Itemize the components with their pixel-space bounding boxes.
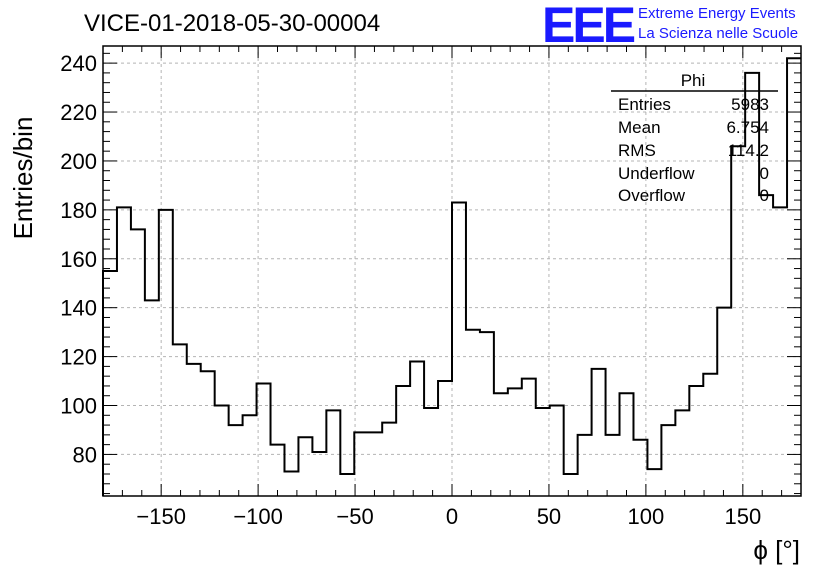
eee-logo: EEE Extreme Energy Events La Scienza nel… [542, 0, 832, 53]
y-tick-label: 140 [60, 296, 97, 321]
stats-label-rms: RMS [618, 141, 656, 160]
y-tick-label: 100 [60, 394, 97, 419]
stats-label-mean: Mean [618, 118, 661, 137]
stats-value-underflow: 0 [760, 164, 769, 183]
logo-text-line2: La Scienza nelle Scuole [638, 25, 799, 42]
stats-value-rms: 114.2 [728, 141, 769, 160]
x-tick-label: 100 [628, 504, 665, 529]
eee-logo-mark: EEE [542, 0, 636, 53]
stats-value-mean: 6.754 [726, 118, 769, 137]
stats-label-entries: Entries [618, 95, 671, 114]
y-tick-label: 80 [73, 442, 97, 467]
x-tick-label: −50 [336, 504, 373, 529]
x-tick-label: 0 [446, 504, 458, 529]
chart-title: VICE-01-2018-05-30-00004 [84, 10, 381, 37]
x-tick-label: −150 [136, 504, 186, 529]
y-tick-label: 200 [60, 149, 97, 174]
axis-ticks [102, 46, 802, 496]
histogram-series [102, 57, 801, 496]
x-tick-labels: −150 −100 −50 0 50 100 150 [136, 504, 761, 529]
stats-value-overflow: 0 [760, 186, 769, 205]
stats-box: Phi Entries 5983 Mean 6.754 RMS 114.2 Un… [611, 71, 778, 205]
y-tick-labels: 80 100 120 140 160 180 200 220 240 [60, 51, 97, 467]
stats-box-name: Phi [681, 71, 706, 90]
logo-text-line1: Extreme Energy Events [638, 5, 796, 22]
stats-label-overflow: Overflow [618, 186, 686, 205]
y-axis-label: Entries/bin [8, 117, 38, 240]
y-tick-label: 220 [60, 100, 97, 125]
x-tick-label: −100 [233, 504, 283, 529]
y-tick-label: 180 [60, 198, 97, 223]
y-tick-label: 160 [60, 247, 97, 272]
x-tick-label: 50 [537, 504, 561, 529]
stats-value-entries: 5983 [731, 95, 769, 114]
x-tick-label: 150 [724, 504, 761, 529]
stats-label-underflow: Underflow [618, 164, 695, 183]
y-tick-label: 240 [60, 51, 97, 76]
x-axis-label: ϕ [°] [753, 535, 800, 565]
y-tick-label: 120 [60, 345, 97, 370]
